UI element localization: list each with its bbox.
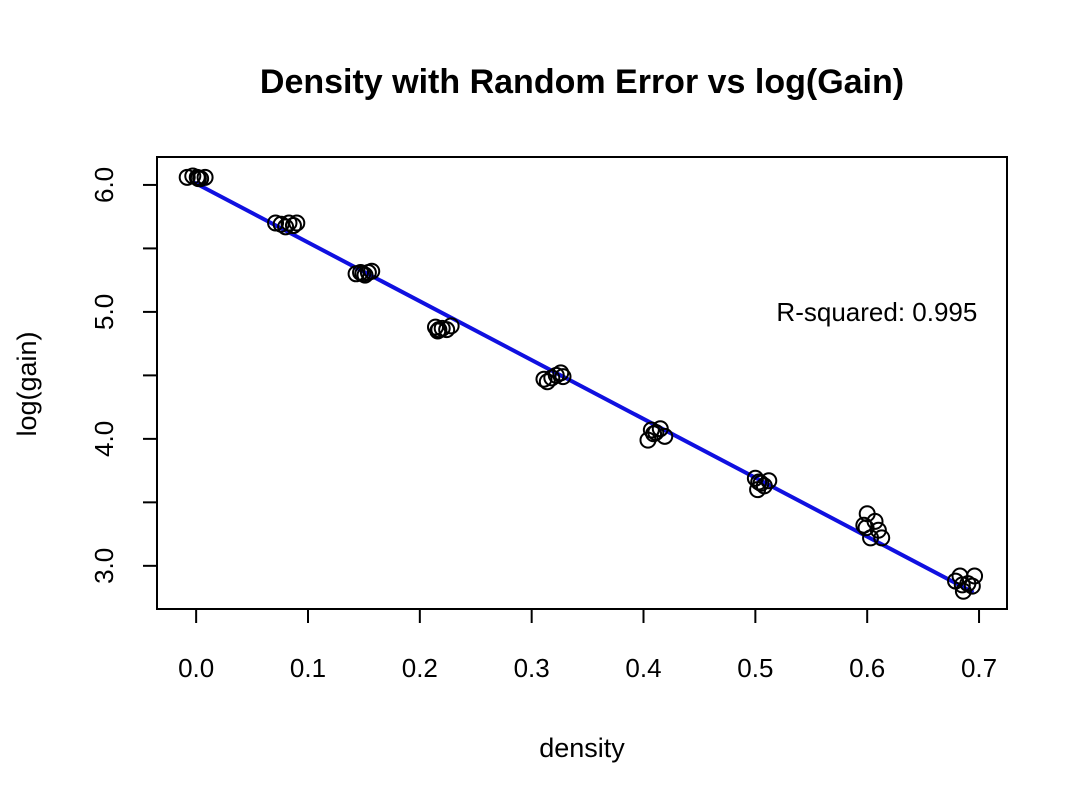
data-point: [873, 529, 891, 547]
fit-line-layer: [192, 180, 975, 595]
data-point: [760, 472, 778, 490]
x-tick-label: 0.2: [402, 653, 438, 683]
y-tick-label: 4.0: [89, 421, 119, 457]
data-point: [953, 576, 971, 594]
y-tick-label: 6.0: [89, 167, 119, 203]
x-tick-label: 0.5: [737, 653, 773, 683]
data-point: [866, 512, 884, 530]
points-layer: [178, 167, 984, 600]
data-point: [438, 321, 456, 339]
data-point: [966, 567, 984, 585]
x-tick-label: 0.3: [514, 653, 550, 683]
x-tick-label: 0.6: [849, 653, 885, 683]
data-point: [656, 427, 674, 445]
data-point: [963, 577, 981, 595]
r-squared-annotation: R-squared: 0.995: [776, 297, 977, 327]
x-tick-label: 0.7: [961, 653, 997, 683]
y-axis-label: log(gain): [12, 331, 42, 436]
data-point: [554, 368, 572, 386]
y-tick-label: 3.0: [89, 548, 119, 584]
data-point: [552, 364, 570, 382]
data-point: [535, 370, 553, 388]
data-point: [284, 217, 302, 235]
y-axis: 3.0 4.0 5.0 6.0: [89, 167, 158, 584]
data-point: [354, 265, 372, 283]
data-point: [277, 218, 295, 236]
data-point: [196, 168, 214, 186]
x-axis-label: density: [539, 733, 625, 763]
x-tick-label: 0.4: [625, 653, 661, 683]
chart-title: Density with Random Error vs log(Gain): [260, 63, 904, 101]
data-point: [363, 262, 381, 280]
data-point: [750, 473, 768, 491]
x-tick-label: 0.1: [290, 653, 326, 683]
regression-line: [192, 180, 975, 595]
data-point: [857, 519, 875, 537]
data-point: [645, 425, 663, 443]
y-tick-label: 5.0: [89, 294, 119, 330]
x-axis: 0.0 0.1 0.2 0.3 0.4 0.5 0.6 0.7: [178, 608, 997, 683]
x-tick-label: 0.0: [178, 653, 214, 683]
data-point: [189, 170, 207, 188]
data-point: [869, 521, 887, 539]
data-point: [288, 214, 306, 232]
data-point: [429, 322, 447, 340]
data-point: [538, 373, 556, 391]
